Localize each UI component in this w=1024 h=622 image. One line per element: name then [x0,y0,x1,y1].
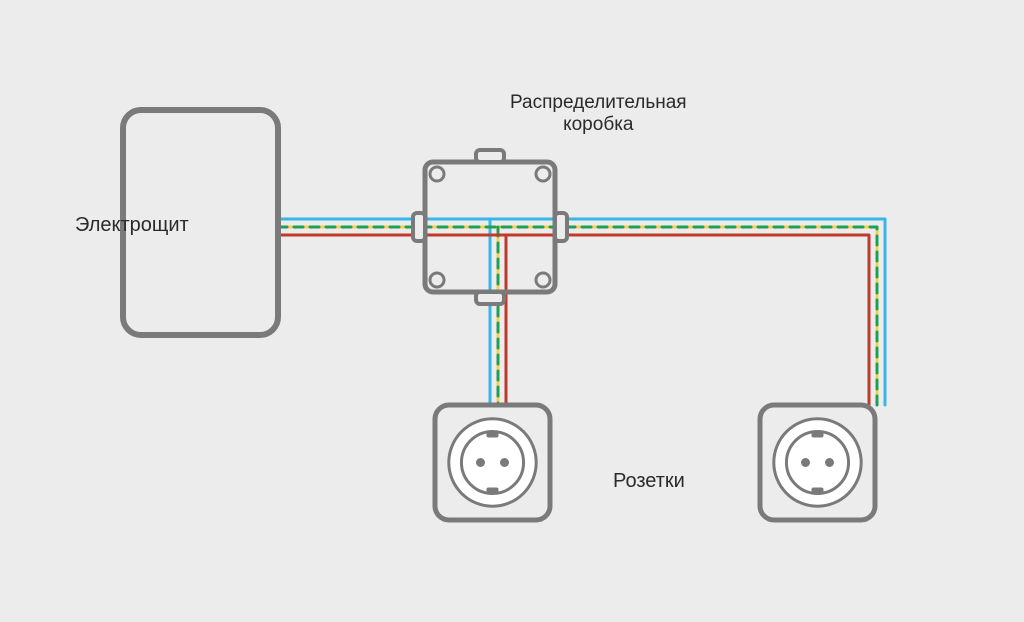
socket [760,405,875,520]
screw-icon [536,273,550,287]
sockets-label: Розетки [613,470,685,493]
screw-icon [430,273,444,287]
cable-entry [476,292,504,304]
screw-icon [430,167,444,181]
socket [435,405,550,520]
cable-entry [413,213,425,241]
cable-entry [555,213,567,241]
junction-box-label: Распределительная коробка [510,92,687,136]
panel-label: Электрощит [75,214,189,237]
screw-icon [536,167,550,181]
cable-entry [476,150,504,162]
